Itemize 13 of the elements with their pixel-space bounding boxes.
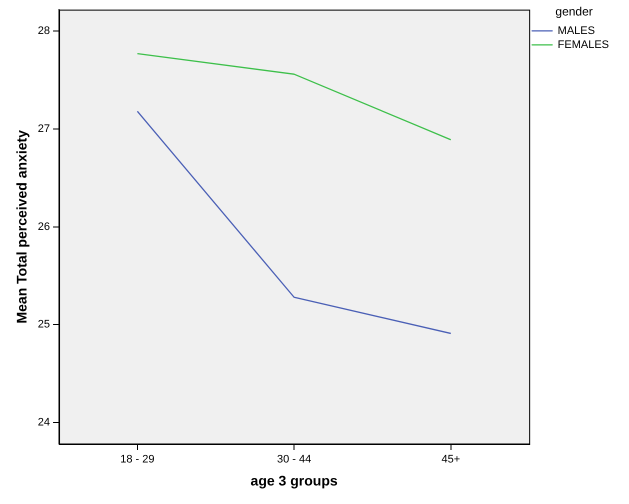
x-axis-title: age 3 groups [250, 472, 338, 488]
legend-label: FEMALES [558, 38, 610, 51]
y-tick-label: 24 [38, 416, 50, 429]
legend-label: MALES [558, 24, 595, 37]
y-tick-label: 28 [38, 25, 50, 38]
x-tick-label: 45+ [441, 454, 460, 466]
y-tick-label: 27 [38, 122, 50, 135]
y-tick-label: 26 [38, 220, 50, 233]
x-tick-label: 18 - 29 [120, 454, 155, 466]
y-axis-title: Mean Total perceived anxiety [13, 130, 30, 324]
y-tick-label: 25 [38, 318, 50, 331]
x-tick-label: 30 - 44 [276, 454, 312, 466]
legend-title: gender [555, 4, 593, 18]
